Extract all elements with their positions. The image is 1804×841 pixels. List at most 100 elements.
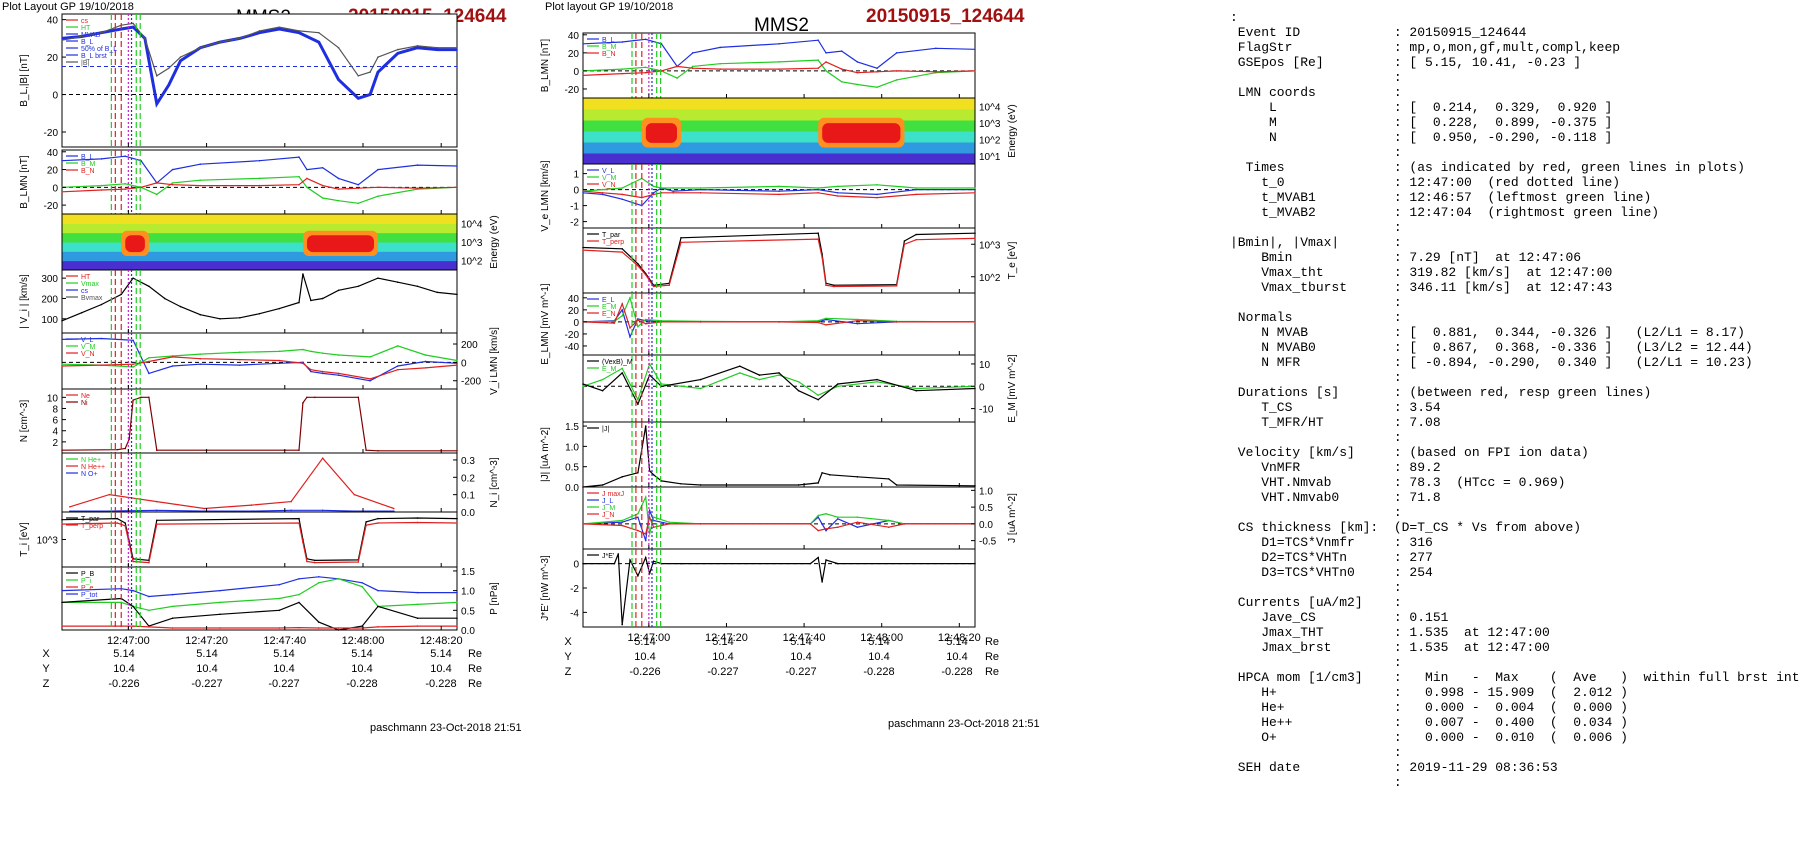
- series-line--vi-: [61, 273, 458, 322]
- data-point: [856, 521, 859, 523]
- position-value: 5.14: [273, 648, 295, 660]
- data-point: [680, 562, 682, 565]
- data-point: [699, 321, 702, 323]
- data-point: [825, 528, 827, 530]
- data-point: [148, 372, 150, 375]
- data-point: [817, 192, 819, 194]
- data-point: [61, 338, 63, 341]
- legend-label: P_tot: [81, 592, 97, 599]
- spectrogram-band: [583, 109, 975, 121]
- y-tick-label: 1.5: [461, 567, 475, 578]
- position-value: 5.14: [634, 636, 656, 648]
- data-point: [887, 526, 890, 529]
- legend-label: T_perp: [81, 523, 103, 530]
- data-point: [258, 184, 261, 187]
- data-point: [809, 523, 812, 525]
- y-tick-label: -200: [461, 377, 481, 388]
- data-point: [837, 383, 839, 385]
- y-axis-label: V_e LMN [km/s]: [540, 160, 551, 231]
- data-point: [739, 372, 741, 374]
- data-point: [298, 593, 300, 596]
- data-point: [171, 356, 174, 358]
- data-point: [680, 236, 682, 239]
- data-point: [124, 524, 126, 527]
- series-line-e-n: [582, 302, 975, 330]
- summary-line: T_MFR/HT : 7.08: [1230, 415, 1441, 430]
- data-point: [837, 526, 839, 529]
- data-point: [377, 277, 379, 279]
- legend-label: HT: [81, 25, 91, 32]
- data-point: [377, 522, 379, 524]
- data-point: [652, 516, 655, 518]
- y-tick-label: 0: [979, 382, 985, 393]
- position-value: 5.14: [351, 648, 373, 660]
- data-point: [416, 517, 419, 519]
- data-point: [171, 627, 174, 629]
- data-point: [876, 196, 878, 199]
- data-point: [124, 522, 126, 524]
- data-point: [629, 336, 631, 338]
- data-point: [337, 627, 340, 629]
- y-tick-label: 0.0: [565, 483, 579, 494]
- data-point: [974, 188, 976, 191]
- middle-figure-event: 20150915_124644: [866, 6, 1025, 27]
- data-point: [132, 399, 134, 401]
- data-point: [974, 484, 976, 487]
- position-value: -0.227: [191, 678, 223, 690]
- data-point: [903, 523, 906, 525]
- data-point: [644, 539, 647, 542]
- data-point: [100, 303, 103, 306]
- summary-line: |Bmin|, |Vmax| :: [1230, 235, 1402, 250]
- summary-line: Jmax_brst : 1.535 at 12:47:00: [1230, 640, 1550, 655]
- data-point: [825, 513, 827, 515]
- series-line-b-m: [61, 176, 458, 204]
- data-point: [974, 232, 976, 234]
- data-point: [321, 352, 324, 354]
- data-point: [258, 312, 261, 315]
- event-summary: : Event ID : 20150915_124644 FlagStr : m…: [1230, 10, 1800, 790]
- summary-line: :: [1230, 295, 1402, 310]
- summary-line: Normals :: [1230, 310, 1402, 325]
- data-point: [817, 514, 819, 517]
- data-point: [915, 193, 917, 196]
- summary-line: Times : (as indicated by red, green line…: [1230, 160, 1745, 175]
- data-point: [876, 184, 878, 186]
- data-point: [856, 319, 859, 322]
- data-point: [621, 248, 623, 250]
- legend-label: N O+: [81, 471, 98, 478]
- data-point: [306, 396, 308, 399]
- data-point: [416, 591, 419, 594]
- middle-position-table: X 5.14 5.14 5.14 5.14 5.14 Re Y 10.4 10.4 10.4 10.4…: [525, 636, 1045, 686]
- data-point: [876, 67, 878, 70]
- position-value: 5.14: [430, 648, 452, 660]
- data-point: [314, 559, 316, 562]
- data-point: [219, 589, 221, 592]
- data-point: [171, 182, 174, 184]
- data-point: [306, 168, 308, 171]
- data-point: [278, 26, 281, 28]
- data-point: [817, 188, 819, 191]
- data-point: [298, 183, 300, 186]
- data-point: [361, 585, 364, 588]
- data-point: [132, 605, 134, 608]
- data-point: [321, 372, 324, 375]
- legend-label: N He+: [81, 457, 101, 464]
- data-point: [124, 182, 126, 185]
- data-point: [424, 367, 427, 369]
- y-tick-label: 10^3: [461, 238, 483, 249]
- spectrogram-band: [62, 242, 457, 252]
- data-point: [156, 75, 158, 77]
- data-point: [377, 605, 379, 608]
- y-axis-label: B_LMN [nT]: [540, 39, 551, 93]
- data-point: [302, 402, 304, 404]
- summary-line: N MVAB0 : [ 0.867, 0.368, -0.336 ] (L3/L…: [1230, 340, 1753, 355]
- data-point: [321, 197, 324, 199]
- summary-line: M : [ 0.228, 0.899, -0.375 ]: [1230, 115, 1613, 130]
- spectrogram-band: [583, 131, 975, 143]
- data-point: [637, 529, 639, 532]
- y-tick-label: 0: [461, 358, 467, 369]
- data-point: [148, 360, 150, 363]
- data-point: [179, 60, 182, 62]
- data-point: [637, 264, 639, 267]
- data-point: [825, 70, 827, 72]
